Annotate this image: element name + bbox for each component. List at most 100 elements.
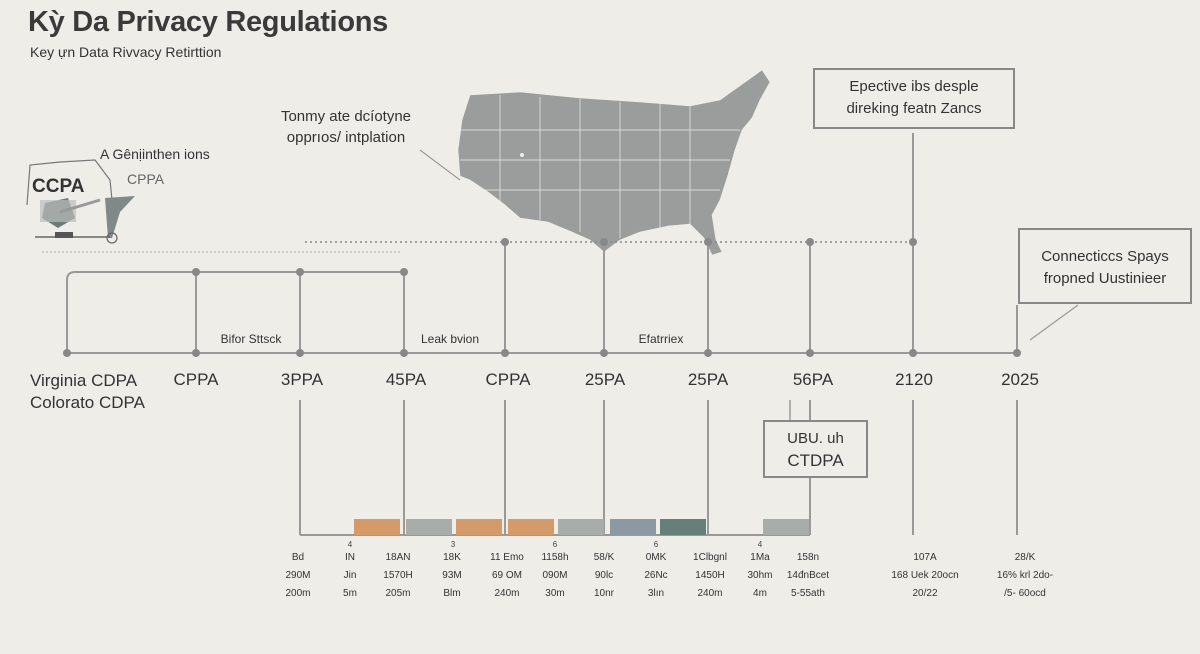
data-cell: IN [345, 552, 355, 563]
data-cell: 205m [385, 588, 411, 599]
data-cell: 240m [494, 588, 520, 599]
timeline-label: Virginia CDPA [30, 371, 138, 390]
timeline-label: CPPA [173, 370, 219, 389]
timeline-label: 3PPA [280, 370, 324, 389]
map-note-line: opprıos/ intplation [286, 129, 406, 146]
data-cell: 090M [542, 570, 568, 581]
data-cell: /5- 60ocd [1004, 588, 1046, 599]
ccpa-document-icon [26, 159, 135, 244]
timeline-nodes [63, 238, 1021, 357]
left-secondary-label: CPPA [127, 171, 165, 187]
timeline-label: 56PA [792, 370, 834, 389]
timeline-label-virginia: Virginia CDPA Colorato CDPA [30, 370, 145, 414]
data-cell: 58/K [593, 552, 615, 563]
color-bar [354, 519, 400, 535]
data-cell: Bd [291, 552, 305, 563]
data-cell: 5-55ath [791, 588, 825, 599]
data-cell: 240m [697, 588, 723, 599]
data-cell: 20/22 [912, 588, 938, 599]
map-note: Tonmy ate dcíotyne opprıos/ intplation [262, 106, 430, 148]
callout-line: Epective ibs desple [849, 78, 979, 95]
data-cell: 11 Emo [490, 552, 524, 563]
callout-middle: UBU. uh CTDPA [763, 420, 868, 478]
color-bar [406, 519, 452, 535]
callout-line: direking featn Zancs [846, 100, 982, 117]
data-column: 158n 14đnBcet 5-55ath [787, 549, 829, 603]
color-bar [763, 519, 809, 535]
callout-top-right: Epective ibs desple direking featn Zancs [813, 68, 1015, 129]
timeline-label: Colorato CDPA [30, 393, 145, 412]
data-column: 58/K 90lc 10nr [594, 549, 615, 603]
data-cell: 3lın [647, 588, 665, 599]
bar-group [354, 519, 809, 535]
data-cell: 18K [443, 552, 461, 563]
ccpa-badge-label: CCPA [32, 176, 85, 197]
left-caption: A Gênịinthen ions [100, 146, 210, 162]
bar-count: 3 [450, 540, 456, 549]
data-cell: 10nr [593, 588, 615, 599]
data-cell: Blm [443, 588, 461, 599]
timeline-label: 2120 [895, 370, 933, 389]
color-bar [610, 519, 656, 535]
data-cell: 90lc [594, 570, 614, 581]
data-cell: 16% krl 2do- [996, 570, 1054, 581]
page-subtitle: Key ựn Data Rivvacy Retirttion [30, 44, 222, 60]
map-note-line: Tonmy ate dcíotyne [280, 108, 412, 125]
timeline-label: 25PA [584, 370, 626, 389]
bar-count: 4 [347, 540, 353, 549]
data-column: 18K 93M Blm [442, 549, 461, 603]
data-column: 0MK 26Nc 3lın [644, 549, 667, 603]
data-cell: 4m [753, 588, 767, 599]
data-cell: 69 OM [491, 570, 523, 581]
data-column: 1Ma 30hm 4m [747, 549, 772, 603]
timeline-label: 2025 [1001, 370, 1039, 389]
data-cell: 28/K [1014, 552, 1036, 563]
state-borders [460, 95, 740, 238]
data-cell: 107A [913, 552, 937, 563]
data-cell: 30m [545, 588, 565, 599]
timeline-label: 25PA [687, 370, 729, 389]
data-cell: 5m [343, 588, 357, 599]
data-cell: 158n [796, 552, 820, 563]
data-column: 1Clbgnl 1450H 240m [693, 549, 727, 603]
data-cell: 1Clbgnl [693, 552, 727, 563]
data-column: IN Jin 5m [343, 549, 357, 603]
mid-label: Bifor Sttsck [220, 332, 282, 346]
callout-line: CTDPA [787, 451, 844, 470]
mid-label: Efatrriex [638, 332, 684, 346]
data-cell: 0MK [645, 552, 667, 563]
data-cell: 1450H [695, 570, 725, 581]
bar-count: 4 [757, 540, 763, 549]
color-bar [456, 519, 502, 535]
data-cell: 168 Uek 20ocn [891, 570, 959, 581]
page-title: Kỳ Da Privacy Regulations [28, 6, 388, 38]
mid-label: Leak bvion [420, 332, 480, 346]
data-column: 1158h 090M 30m [541, 549, 568, 603]
data-cell: 1Ma [750, 552, 770, 563]
data-cell: 200m [285, 588, 311, 599]
data-column: Bd 290M 200m [285, 549, 310, 603]
us-map [457, 69, 771, 256]
data-column: 18AN 1570H 205m [383, 549, 412, 603]
data-cell: 93M [442, 570, 462, 581]
callout-right: Connecticcs Spays fropned Uustinieer [1018, 228, 1192, 304]
data-column: 11 Emo 69 OM 240m [490, 549, 524, 603]
data-cell: Jin [343, 570, 357, 581]
callout-line: fropned Uustinieer [1043, 270, 1167, 287]
bar-count: 6 [653, 540, 659, 549]
timeline-label: CPPA [485, 370, 531, 389]
data-cell: 30hm [747, 570, 773, 581]
data-cell: 1570H [383, 570, 413, 581]
data-column: 28/K 16% krl 2do- /5- 60ocd [997, 549, 1053, 603]
data-cell: 290M [285, 570, 311, 581]
timeline-label: 45PA [385, 370, 427, 389]
data-cell: 1158h [541, 552, 569, 563]
color-bar [508, 519, 554, 535]
callout-line: UBU. uh [787, 430, 844, 447]
data-column: 107A 168 Uek 20ocn 20/22 [891, 549, 958, 603]
data-cell: 14đnBcet [786, 570, 830, 581]
data-cell: 26Nc [644, 570, 668, 581]
callout-line: Connecticcs Spays [1041, 248, 1169, 265]
color-bar [660, 519, 706, 535]
